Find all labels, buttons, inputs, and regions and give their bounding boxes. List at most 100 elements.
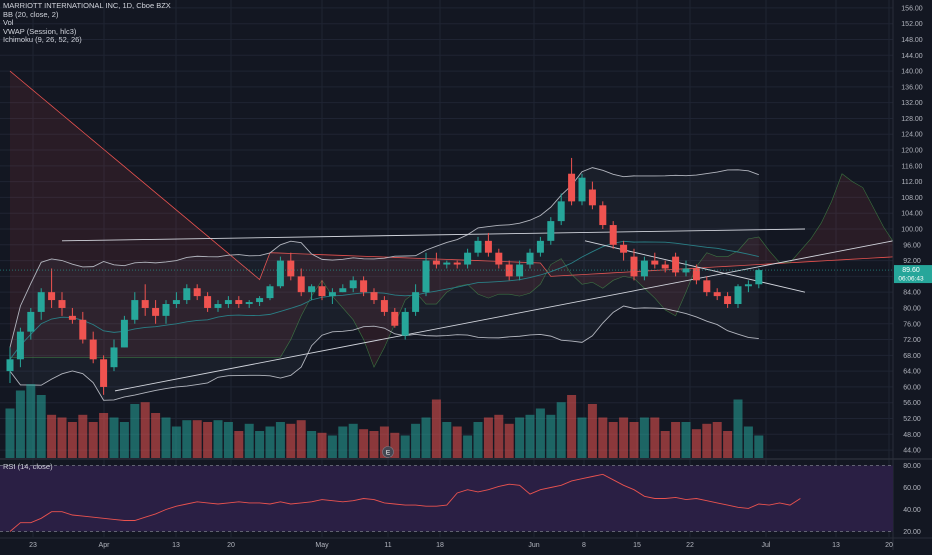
trendline-resistance — [61, 228, 806, 242]
trendline-support — [114, 240, 894, 392]
volume-bar — [265, 426, 275, 458]
volume-bar — [255, 431, 265, 458]
time-tick-label: 23 — [29, 542, 37, 549]
volume-bar — [36, 395, 46, 458]
volume-bar — [473, 422, 483, 458]
candle-body — [484, 240, 492, 253]
candle — [724, 292, 732, 308]
price-tick-label: 120.00 — [901, 148, 923, 155]
candle — [318, 280, 326, 301]
candle — [713, 288, 721, 301]
candle — [224, 296, 232, 308]
candle — [526, 248, 534, 269]
candle-body — [349, 280, 357, 289]
price-tick-label: 60.00 — [903, 384, 921, 391]
candle-body — [651, 260, 659, 265]
candle — [609, 221, 617, 249]
volume-bar — [317, 432, 327, 458]
candle — [360, 276, 368, 297]
volume-bar — [691, 429, 701, 458]
time-tick-label: 18 — [436, 542, 444, 549]
candle-body — [464, 252, 472, 265]
candle — [48, 268, 56, 308]
legend-bb[interactable]: BB (20, close, 2) — [3, 9, 59, 19]
candle-body — [204, 296, 212, 308]
price-tick-label: 56.00 — [903, 400, 921, 407]
candle — [422, 252, 430, 297]
volume-bar — [639, 417, 649, 458]
price-tick-label: 76.00 — [903, 321, 921, 328]
candle — [162, 300, 170, 324]
candle — [536, 236, 544, 257]
candle-body — [713, 292, 721, 297]
time-tick-label: 20 — [885, 542, 893, 549]
candle-body — [536, 240, 544, 253]
legend-vol[interactable]: Vol — [3, 18, 14, 28]
candle — [120, 315, 128, 348]
candle — [682, 260, 690, 277]
price-tick-label: 124.00 — [901, 132, 923, 139]
candle-body — [6, 359, 14, 372]
candle-body — [287, 260, 295, 277]
candle-body — [588, 189, 596, 206]
candle — [308, 284, 316, 301]
candle-body — [245, 302, 253, 305]
candle-body — [453, 262, 461, 265]
candle-body — [360, 280, 368, 293]
candle-body — [16, 331, 24, 360]
rsi-band — [0, 465, 893, 532]
price-tick-label: 72.00 — [903, 337, 921, 344]
candle-body — [318, 286, 326, 297]
ichimoku-span-a — [10, 173, 932, 368]
legend-vwap[interactable]: VWAP (Session, hlc3) — [3, 26, 77, 36]
volume-bar — [57, 417, 67, 458]
candle-body — [48, 292, 56, 301]
volume-bar — [660, 431, 670, 458]
price-tick-label: 96.00 — [903, 242, 921, 249]
candle-body — [370, 292, 378, 301]
candle-body — [100, 359, 108, 387]
candle — [651, 252, 659, 269]
time-tick-label: May — [315, 542, 329, 549]
candle — [193, 284, 201, 301]
time-tick-label: 15 — [633, 542, 641, 549]
candle — [568, 157, 576, 206]
candle-body — [380, 300, 388, 312]
candle-body — [578, 177, 586, 202]
legend-rsi[interactable]: RSI (14, close) — [3, 462, 53, 471]
legend-ichimoku[interactable]: Ichimoku (9, 26, 52, 26) — [3, 35, 82, 45]
candle-body — [308, 286, 316, 293]
price-tick-label: 112.00 — [902, 179, 923, 186]
candle-body — [276, 260, 284, 287]
bollinger-lower — [9, 305, 759, 401]
volume-bar — [587, 404, 597, 458]
candle-body — [79, 319, 87, 340]
candle-body — [630, 256, 638, 277]
candle-body — [682, 268, 690, 273]
volume-bar — [650, 417, 660, 458]
candle-body — [68, 315, 76, 320]
volume-bar — [431, 399, 441, 458]
ichimoku-cloud — [10, 71, 932, 368]
volume-bar — [119, 422, 129, 458]
price-tick-label: 84.00 — [903, 290, 921, 297]
candle-body — [193, 288, 201, 297]
candle-body — [214, 304, 222, 308]
volume-bar — [130, 404, 140, 458]
candle — [339, 284, 347, 293]
candle-body — [495, 252, 503, 265]
volume-bar — [26, 384, 36, 458]
volume-bar — [577, 417, 587, 458]
candle-body — [297, 276, 305, 293]
volume-bar — [203, 422, 213, 458]
current-price-countdown: 06:06:43 — [898, 276, 924, 283]
volume-bar — [598, 417, 608, 458]
candle — [172, 292, 180, 308]
volume-bar — [15, 390, 25, 458]
bollinger-upper — [9, 167, 759, 348]
volume-bar — [421, 417, 431, 458]
volume-bar — [702, 423, 712, 458]
volume-bar — [369, 431, 379, 458]
